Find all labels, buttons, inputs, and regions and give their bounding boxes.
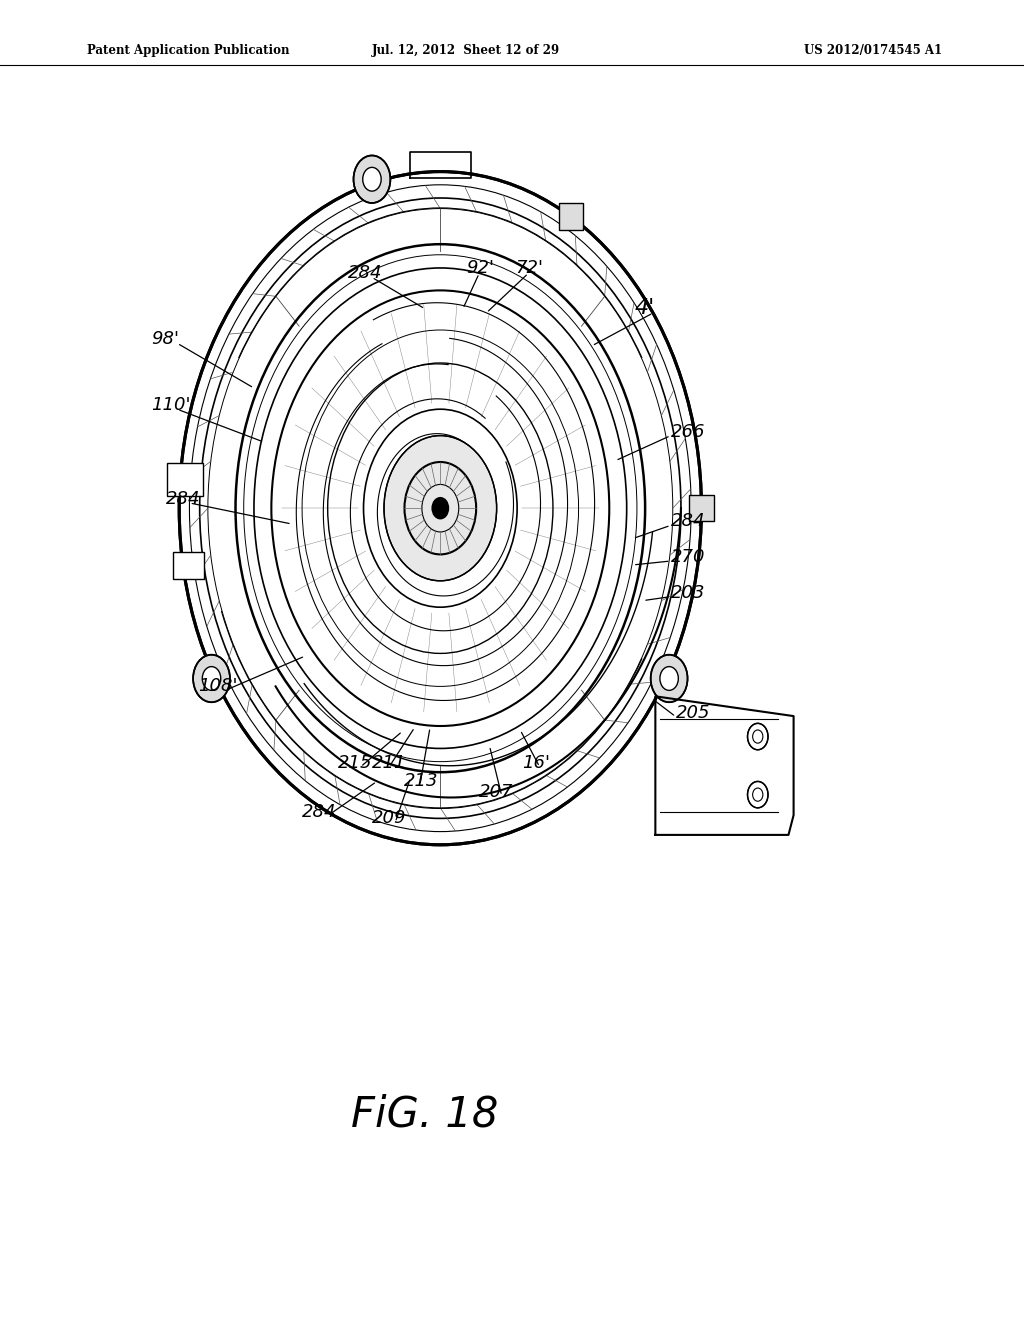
FancyBboxPatch shape bbox=[689, 495, 714, 521]
Text: 110': 110' bbox=[152, 396, 191, 414]
Text: 284: 284 bbox=[348, 264, 383, 282]
Text: 209: 209 bbox=[372, 809, 407, 828]
Text: Patent Application Publication: Patent Application Publication bbox=[87, 45, 290, 57]
Text: 92': 92' bbox=[466, 259, 494, 277]
Circle shape bbox=[362, 168, 381, 191]
Circle shape bbox=[650, 655, 687, 702]
Text: 203: 203 bbox=[671, 583, 706, 602]
FancyBboxPatch shape bbox=[173, 552, 204, 578]
Text: 207: 207 bbox=[479, 783, 514, 801]
Text: 215: 215 bbox=[338, 754, 373, 772]
Text: 266: 266 bbox=[671, 422, 706, 441]
Text: 211: 211 bbox=[372, 754, 407, 772]
Circle shape bbox=[748, 723, 768, 750]
Text: 284: 284 bbox=[302, 803, 337, 821]
Text: 108': 108' bbox=[198, 677, 238, 696]
Circle shape bbox=[203, 667, 221, 690]
Text: US 2012/0174545 A1: US 2012/0174545 A1 bbox=[804, 45, 942, 57]
Text: FiG. 18: FiG. 18 bbox=[351, 1093, 499, 1135]
Text: 270: 270 bbox=[671, 548, 706, 566]
Circle shape bbox=[432, 498, 449, 519]
Circle shape bbox=[179, 172, 701, 845]
Circle shape bbox=[353, 156, 390, 203]
FancyBboxPatch shape bbox=[559, 203, 584, 230]
Text: 72': 72' bbox=[515, 259, 543, 277]
Circle shape bbox=[748, 781, 768, 808]
Text: 4': 4' bbox=[635, 297, 655, 318]
Text: 213: 213 bbox=[403, 772, 438, 791]
Text: 284: 284 bbox=[671, 512, 706, 531]
Circle shape bbox=[659, 667, 678, 690]
Text: Jul. 12, 2012  Sheet 12 of 29: Jul. 12, 2012 Sheet 12 of 29 bbox=[372, 45, 560, 57]
FancyBboxPatch shape bbox=[167, 463, 203, 496]
Text: 284: 284 bbox=[166, 490, 201, 508]
Text: 98': 98' bbox=[152, 330, 179, 348]
Text: 205: 205 bbox=[676, 704, 711, 722]
Text: 16': 16' bbox=[522, 754, 550, 772]
Circle shape bbox=[384, 436, 497, 581]
Circle shape bbox=[194, 655, 230, 702]
